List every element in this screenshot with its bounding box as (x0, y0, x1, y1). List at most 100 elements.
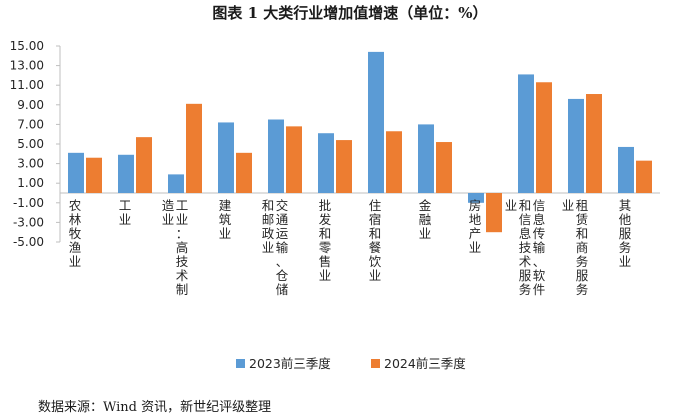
x-category-char: 制 (176, 282, 189, 297)
x-category-char: 赁 (576, 212, 589, 227)
x-category-char: 建 (219, 198, 232, 213)
legend-label: 2023前三季度 (249, 356, 331, 371)
x-category-char: 业 (619, 254, 632, 269)
x-category-char: 息 (533, 212, 546, 227)
x-category-char: 业 (219, 226, 232, 241)
x-category-char: ： (176, 226, 189, 241)
bar-series-1 (268, 119, 284, 193)
x-category-char: 业 (369, 268, 382, 283)
x-category-char: 技 (519, 240, 532, 255)
y-tick-label: 13.00 (10, 59, 44, 73)
x-category-char: 输 (533, 240, 546, 255)
bar-series-1 (518, 74, 534, 193)
bar-series-1 (368, 51, 384, 193)
bar-series-1 (568, 98, 584, 193)
x-category-char: 业 (162, 212, 175, 227)
x-category-char: 服 (619, 226, 632, 241)
y-axis: 15.00 13.00 11.00 9.00 7.00 5.00 3.00 1.00 -1.00… (10, 39, 660, 249)
x-category-char: 服 (576, 268, 589, 283)
x-category-char: 和 (319, 226, 332, 241)
x-category-char: 和 (576, 226, 589, 241)
x-category-char: 件 (533, 282, 546, 297)
legend: 2023前三季度 2024前三季度 (236, 356, 466, 371)
x-category-char: 务 (576, 282, 589, 297)
x-category-char: 金 (419, 198, 432, 213)
x-category-char: 商 (576, 240, 589, 255)
y-tick-label: 9.00 (17, 98, 44, 112)
bar-series-2 (136, 137, 152, 193)
x-category-char: 业 (262, 240, 275, 255)
x-category-char: 技 (176, 254, 189, 269)
chart-title: 图表 1 大类行业增加值增速（单位：%） (212, 4, 488, 22)
x-category-char: 运 (276, 226, 289, 241)
x-category-char: 储 (276, 282, 289, 297)
x-category-char: 术 (519, 254, 532, 269)
x-category-char: 服 (519, 268, 532, 283)
x-category-char: 房 (469, 198, 482, 213)
x-category-char: 交 (276, 198, 289, 213)
x-category-char: 和 (519, 198, 532, 213)
bar-series-2 (186, 103, 202, 193)
x-category-char: 发 (319, 212, 332, 227)
x-category-char: 政 (262, 226, 275, 241)
x-category-char: 业 (505, 198, 518, 213)
x-category-char: 和 (262, 198, 275, 213)
x-category-char: 和 (369, 226, 382, 241)
x-category-char: 林 (69, 212, 82, 227)
x-category-char: 筑 (219, 212, 232, 227)
y-tick-label: -5.00 (13, 235, 44, 249)
y-tick-label: -1.00 (13, 196, 44, 210)
bar-series-2 (386, 131, 402, 193)
x-category-char: 租 (576, 198, 589, 213)
x-category-char: 、 (533, 254, 546, 269)
bar-series-1 (118, 154, 134, 193)
bar-series-1 (68, 152, 84, 193)
x-category-char: 产 (469, 226, 482, 241)
x-category-label: 金融业 (419, 198, 432, 241)
x-category-char: 业 (119, 212, 132, 227)
y-tick-label: 7.00 (17, 117, 44, 131)
y-tick-label: 5.00 (17, 137, 44, 151)
x-category-char: 渔 (69, 240, 82, 255)
y-tick-label: 11.00 (10, 78, 44, 92)
bar-chart: 15.00 13.00 11.00 9.00 7.00 5.00 3.00 1.00 -1.00… (10, 39, 660, 371)
x-category-char: 业 (319, 268, 332, 283)
x-category-char: 他 (619, 212, 632, 227)
bar-series-2 (436, 142, 452, 193)
bar-series-2 (236, 152, 252, 193)
x-category-char: 地 (469, 212, 482, 227)
x-category-label: 建筑业 (219, 198, 232, 241)
x-category-char: 务 (619, 240, 632, 255)
x-category-char: 其 (619, 198, 632, 213)
bar-series-2 (636, 160, 652, 193)
legend-label: 2024前三季度 (384, 356, 466, 371)
bars-group (68, 51, 652, 233)
x-category-char: 信 (519, 212, 532, 227)
x-category-char: 农 (69, 198, 82, 213)
y-tick-label: 1.00 (17, 176, 44, 190)
bar-series-2 (286, 126, 302, 193)
x-category-char: 高 (176, 240, 189, 255)
x-category-char: 信 (533, 198, 546, 213)
x-category-char: 批 (319, 198, 332, 213)
x-category-char: 业 (419, 226, 432, 241)
bar-series-2 (86, 157, 102, 193)
x-category-char: 术 (176, 268, 189, 283)
bar-series-2 (586, 94, 602, 193)
x-category-char: 仓 (276, 268, 289, 283)
y-tick-label: 3.00 (17, 157, 44, 171)
x-category-char: 餐 (369, 240, 382, 255)
x-category-char: 住 (369, 198, 382, 213)
bar-series-1 (218, 122, 234, 193)
x-category-char: 务 (576, 254, 589, 269)
x-category-char: 输 (276, 240, 289, 255)
x-category-char: 宿 (369, 212, 382, 227)
x-category-char: 业 (69, 254, 82, 269)
